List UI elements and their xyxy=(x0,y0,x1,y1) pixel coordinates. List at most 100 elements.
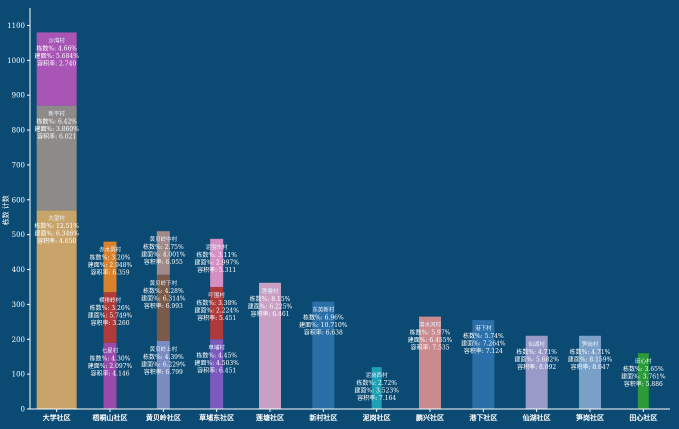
segment-data-label: 建面%: 7.264% xyxy=(461,340,506,348)
y-tick-label: 300 xyxy=(12,301,25,309)
segment-data-label: 建面%: 2.224% xyxy=(194,306,239,314)
segment-data-label: 栋数%: 8.15% xyxy=(250,295,291,303)
segment-data-label: 栋数%: 4.45% xyxy=(196,351,237,359)
segment-name-label: 沙湾村 xyxy=(48,36,65,44)
x-tick-label: 笋岗社区 xyxy=(576,413,604,422)
y-axis: 0 100 200 300 400 500 600 700 800 900 1000 1100 xyxy=(7,8,31,414)
y-tick-label: 0 xyxy=(21,406,25,414)
bar-segment xyxy=(103,342,117,409)
segment-data-label: 容积率: 4.650 xyxy=(37,237,76,245)
y-tick-label: 200 xyxy=(12,336,25,344)
segment-data-label: 建面%: 3.761% xyxy=(621,373,666,381)
x-tick-label: 莲塘社区 xyxy=(256,413,284,422)
segment-data-label: 容积率: 8.092 xyxy=(517,363,556,371)
x-tick-label: 梧桐山社区 xyxy=(93,413,128,422)
bar-segment xyxy=(156,231,170,275)
segment-data-label: 栋数%: 3.38% xyxy=(196,299,237,307)
bar-segment xyxy=(210,339,224,409)
segment-name-label: 笋岗村 xyxy=(582,340,599,348)
segment-data-label: 容积率: 5.886 xyxy=(624,380,663,388)
segment-data-label: 建面%: 5.684% xyxy=(34,52,79,60)
segment-data-label: 栋数%: 6.96% xyxy=(303,314,344,322)
bar-segment xyxy=(103,292,117,343)
x-tick-label: 港下社区 xyxy=(469,413,497,422)
y-tick-label: 800 xyxy=(12,127,25,135)
segment-name-label: 田心村 xyxy=(635,357,652,365)
x-tick-label: 仙湖社区 xyxy=(523,413,551,422)
segment-data-label: 容积率: 3.260 xyxy=(90,319,129,327)
x-tick-label: 泥岗社区 xyxy=(363,413,391,422)
segment-data-label: 栋数%: 12.51% xyxy=(34,222,79,230)
y-tick-label: 600 xyxy=(12,196,25,204)
segment-name-label: 赤水洞村 xyxy=(99,246,122,254)
segment-data-label: 容积率: 6.799 xyxy=(144,368,183,376)
segment-name-label: 吓围村 xyxy=(208,291,225,299)
segment-data-label: 容积率: 7.124 xyxy=(464,347,503,355)
segment-name-label: 草埔村 xyxy=(208,343,225,351)
segment-data-label: 栋数%: 2.75% xyxy=(143,243,184,251)
x-tick-label: 大学社区 xyxy=(43,413,71,422)
segment-data-label: 容积率: 5.451 xyxy=(197,314,236,322)
segment-name-label: 泥岗西村 xyxy=(366,371,389,379)
segment-data-label: 建面%: 8.159% xyxy=(568,355,613,363)
segment-data-label: 建面%: 3.860% xyxy=(34,125,79,133)
segment-data-label: 建面%: 6.346% xyxy=(34,230,79,238)
segment-data-label: 建面%: 4.503% xyxy=(194,359,239,367)
segment-data-label: 容积率: 6.021 xyxy=(37,133,76,141)
segment-name-label: 清水河村 xyxy=(419,321,442,329)
segment-data-label: 建面%: 5.749% xyxy=(88,312,133,320)
segment-data-label: 建面%: 6.314% xyxy=(141,294,186,302)
segment-data-label: 栋数%: 3.26% xyxy=(90,304,131,312)
y-tick-label: 700 xyxy=(12,161,25,169)
x-tick-label: 黄贝岭社区 xyxy=(146,413,181,422)
segment-data-label: 栋数%: 4.39% xyxy=(143,353,184,361)
segment-data-label: 容积率: 7.164 xyxy=(357,394,396,402)
segment-data-label: 容积率: 6.955 xyxy=(144,258,183,266)
segment-data-label: 栋数%: 5.74% xyxy=(463,332,504,340)
segment-data-label: 栋数%: 3.65% xyxy=(623,365,664,373)
y-tick-label: 500 xyxy=(12,231,25,239)
segment-data-label: 栋数%: 4.30% xyxy=(90,355,131,363)
segment-data-label: 容积率: 6.451 xyxy=(197,366,236,374)
segment-data-label: 容积率: 4.146 xyxy=(90,370,129,378)
x-tick-label: 鹏兴社区 xyxy=(416,413,444,422)
segment-data-label: 建面%: 6.225% xyxy=(248,302,293,310)
bar-segment xyxy=(156,274,170,342)
segment-data-label: 建面%: 2.948% xyxy=(88,261,133,269)
segment-data-label: 建面%: 2.097% xyxy=(88,362,133,370)
segment-name-label: 东英新村 xyxy=(312,306,335,314)
segment-data-label: 容积率: 6.638 xyxy=(304,329,343,337)
x-tick-label: 新村社区 xyxy=(309,413,337,422)
segment-name-label: 新平村 xyxy=(48,110,65,118)
segment-name-label: 泥围东村 xyxy=(206,243,229,251)
y-tick-label: 900 xyxy=(12,92,25,100)
segment-data-label: 建面%: 3.523% xyxy=(354,387,399,395)
segment-data-label: 栋数%: 5.97% xyxy=(410,329,451,337)
segment-data-label: 栋数%: 4.71% xyxy=(570,348,611,356)
bar-segment xyxy=(103,241,117,293)
segment-data-label: 建面%: 6.455% xyxy=(408,336,453,344)
bar-segment xyxy=(210,286,224,340)
segment-name-label: 横排岭村 xyxy=(99,296,122,304)
segment-data-label: 栋数%: 6.42% xyxy=(36,118,77,126)
segment-data-label: 栋数%: 4.71% xyxy=(516,348,557,356)
bar-segment xyxy=(312,301,335,409)
y-tick-label: 400 xyxy=(12,266,25,274)
x-tick-label: 草埔东社区 xyxy=(199,413,234,422)
segment-data-label: 容积率: 2.740 xyxy=(37,59,76,67)
segment-data-label: 建面%: 2.997% xyxy=(194,258,239,266)
bar-segment xyxy=(36,105,77,211)
bar-segment xyxy=(472,320,495,409)
segment-data-label: 栋数%: 2.72% xyxy=(356,379,397,387)
segment-data-label: 建面%: 6.229% xyxy=(141,361,186,369)
segment-data-label: 容积率: 6.359 xyxy=(90,269,129,277)
segment-name-label: 仙湖村 xyxy=(528,340,545,348)
segment-data-label: 栋数%: 3.11% xyxy=(196,251,237,259)
bar-segment xyxy=(210,238,224,287)
segment-name-label: 港下村 xyxy=(475,324,492,332)
segment-name-label: 七星村 xyxy=(102,347,119,355)
segment-name-label: 黄贝岭下村 xyxy=(150,279,178,287)
x-axis: 大学社区 梧桐山社区 黄贝岭社区 草埔东社区 莲塘社区 新村社区 泥岗社区 鹏兴社区 港下社区 仙… xyxy=(30,408,670,422)
bar-segment xyxy=(525,335,548,409)
